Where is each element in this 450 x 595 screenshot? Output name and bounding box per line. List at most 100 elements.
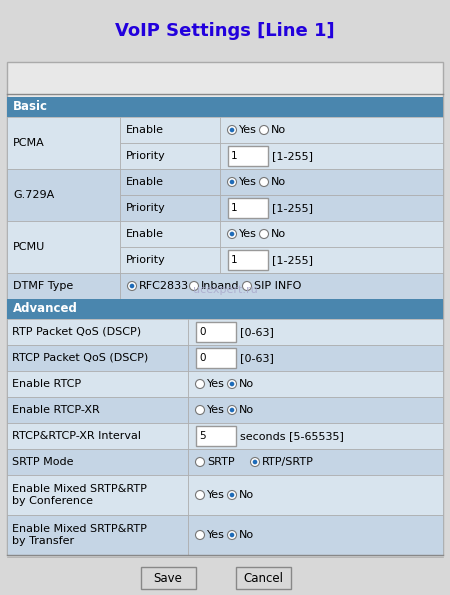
Text: Enable Mixed SRTP&RTP
by Conference: Enable Mixed SRTP&RTP by Conference: [12, 484, 147, 506]
Circle shape: [230, 180, 234, 184]
Circle shape: [195, 531, 204, 540]
Text: No: No: [271, 229, 286, 239]
Bar: [235, 567, 291, 589]
Text: Advanced: Advanced: [13, 302, 78, 315]
Bar: [196, 426, 236, 446]
Text: seconds [5-65535]: seconds [5-65535]: [240, 431, 344, 441]
Bar: [7, 273, 120, 299]
Bar: [120, 221, 220, 247]
Bar: [188, 515, 443, 555]
Text: RTCP Packet QoS (DSCP): RTCP Packet QoS (DSCP): [12, 353, 148, 363]
Text: Enable: Enable: [126, 229, 164, 239]
Text: 1: 1: [231, 255, 238, 265]
Text: [1-255]: [1-255]: [272, 151, 313, 161]
Bar: [120, 169, 220, 195]
Text: Enable Mixed SRTP&RTP
by Transfer: Enable Mixed SRTP&RTP by Transfer: [12, 524, 147, 546]
Bar: [7, 299, 443, 319]
Text: 0: 0: [199, 327, 206, 337]
Text: [1-255]: [1-255]: [272, 203, 313, 213]
Circle shape: [195, 458, 204, 466]
Text: PCMA: PCMA: [13, 138, 45, 148]
Text: Enable RTCP-XR: Enable RTCP-XR: [12, 405, 100, 415]
Bar: [7, 221, 120, 273]
Text: PCMU: PCMU: [13, 242, 45, 252]
Text: [1-255]: [1-255]: [272, 255, 313, 265]
Text: No: No: [271, 125, 286, 135]
Text: RFC2833: RFC2833: [139, 281, 189, 291]
Text: Yes: Yes: [239, 229, 257, 239]
Bar: [7, 169, 120, 221]
Bar: [120, 117, 220, 143]
Bar: [188, 449, 443, 475]
Bar: [140, 567, 195, 589]
Bar: [7, 475, 188, 515]
Text: 0: 0: [199, 353, 206, 363]
Text: Yes: Yes: [239, 125, 257, 135]
Text: No: No: [239, 405, 254, 415]
Circle shape: [230, 408, 234, 412]
Text: 1: 1: [231, 151, 238, 161]
Text: Basic: Basic: [13, 101, 48, 114]
Circle shape: [228, 126, 237, 134]
Text: SRTP Mode: SRTP Mode: [12, 457, 73, 467]
Text: No: No: [239, 379, 254, 389]
Bar: [120, 195, 220, 221]
Bar: [7, 515, 188, 555]
Text: VoIP Settings [Line 1]: VoIP Settings [Line 1]: [115, 22, 335, 40]
Text: Enable: Enable: [126, 125, 164, 135]
Circle shape: [228, 177, 237, 186]
Circle shape: [228, 406, 237, 415]
Circle shape: [252, 460, 257, 464]
Circle shape: [260, 126, 269, 134]
Text: No: No: [239, 490, 254, 500]
Circle shape: [243, 281, 252, 290]
Circle shape: [195, 380, 204, 389]
Bar: [220, 143, 443, 169]
Bar: [7, 97, 443, 117]
Circle shape: [230, 533, 234, 537]
Text: Cancel: Cancel: [243, 572, 283, 584]
Bar: [220, 221, 443, 247]
Text: SIP INFO: SIP INFO: [254, 281, 302, 291]
Bar: [220, 169, 443, 195]
Bar: [188, 345, 443, 371]
Text: 5: 5: [199, 431, 206, 441]
Text: G.729A: G.729A: [13, 190, 54, 200]
Text: Yes: Yes: [207, 405, 225, 415]
Text: [0-63]: [0-63]: [240, 353, 274, 363]
Bar: [188, 423, 443, 449]
Circle shape: [228, 531, 237, 540]
Bar: [228, 250, 268, 270]
Bar: [220, 247, 443, 273]
Text: Yes: Yes: [207, 490, 225, 500]
Bar: [7, 117, 120, 169]
Bar: [188, 371, 443, 397]
Circle shape: [230, 381, 234, 386]
Text: ucexpert.ru: ucexpert.ru: [193, 285, 257, 295]
Text: RTP/SRTP: RTP/SRTP: [262, 457, 314, 467]
Text: RTP Packet QoS (DSCP): RTP Packet QoS (DSCP): [12, 327, 141, 337]
Bar: [7, 345, 188, 371]
Text: No: No: [271, 177, 286, 187]
Bar: [7, 449, 188, 475]
Bar: [7, 423, 188, 449]
Bar: [7, 397, 188, 423]
Circle shape: [230, 493, 234, 497]
Circle shape: [230, 128, 234, 132]
Bar: [120, 247, 220, 273]
Text: Priority: Priority: [126, 203, 166, 213]
Text: Yes: Yes: [239, 177, 257, 187]
Circle shape: [195, 406, 204, 415]
Circle shape: [127, 281, 136, 290]
Text: RTCP&RTCP-XR Interval: RTCP&RTCP-XR Interval: [12, 431, 141, 441]
Circle shape: [228, 490, 237, 499]
Bar: [228, 198, 268, 218]
Circle shape: [189, 281, 198, 290]
Bar: [120, 273, 443, 299]
Text: SRTP: SRTP: [207, 457, 234, 467]
Text: DTMF Type: DTMF Type: [13, 281, 73, 291]
Bar: [7, 62, 443, 555]
Bar: [220, 195, 443, 221]
Circle shape: [228, 380, 237, 389]
Text: [0-63]: [0-63]: [240, 327, 274, 337]
